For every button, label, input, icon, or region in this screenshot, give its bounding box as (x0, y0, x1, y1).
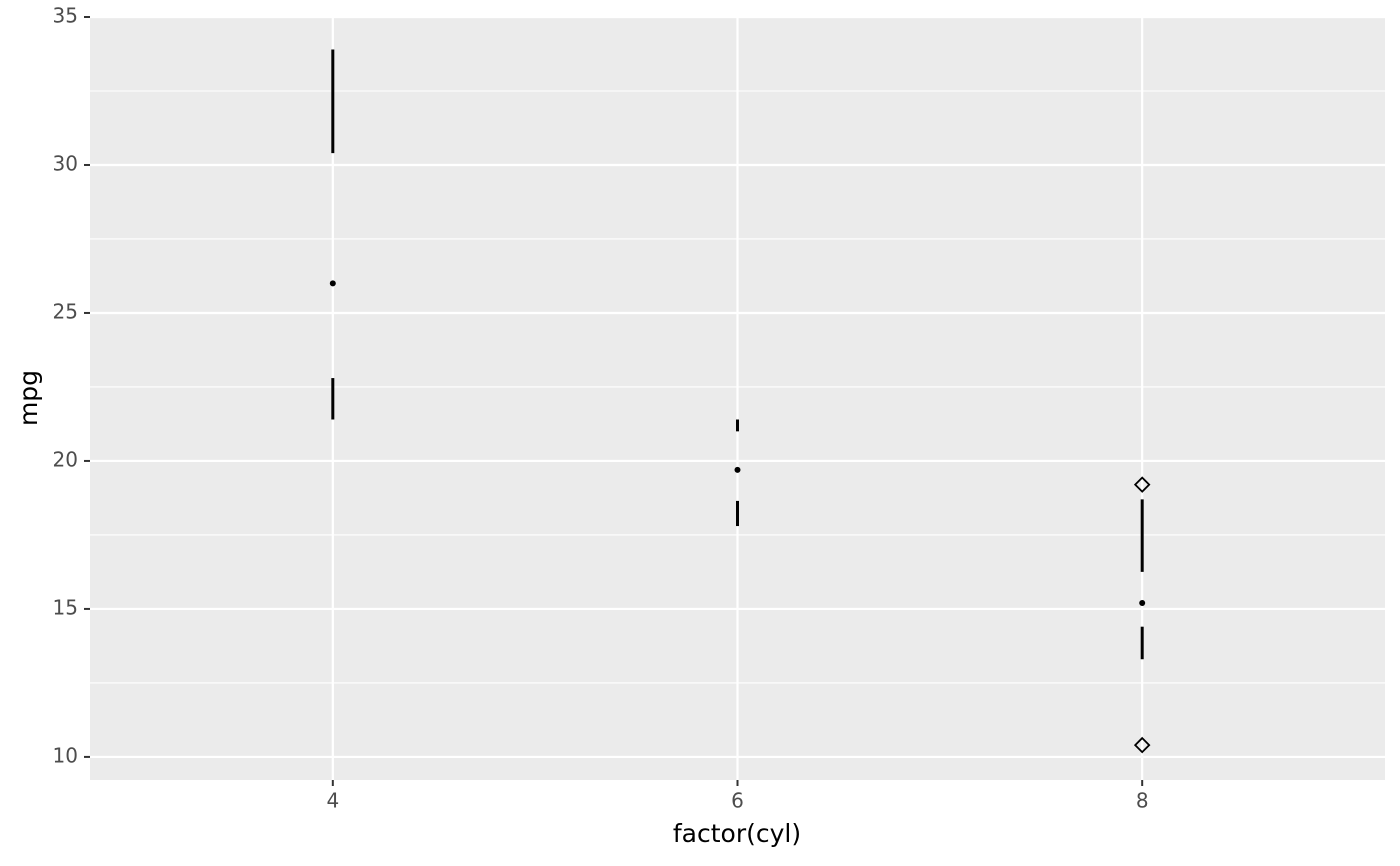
median (329, 280, 336, 287)
x-tick-label: 8 (1136, 789, 1149, 813)
y-tick-label: 25 (53, 299, 78, 323)
x-tick-label: 6 (731, 789, 744, 813)
outlier (1133, 476, 1151, 493)
median (1139, 600, 1146, 607)
y-tick-label: 15 (53, 595, 78, 619)
x-tick-label: 4 (326, 789, 339, 813)
y-tick-label: 30 (53, 151, 78, 175)
y-tick-label: 20 (53, 447, 78, 471)
median (734, 466, 741, 473)
x-axis-title: factor(cyl) (673, 819, 801, 848)
y-tick-label: 10 (53, 743, 78, 767)
marks (329, 49, 1151, 754)
outlier (1133, 736, 1151, 754)
y-tick-label: 35 (53, 4, 78, 28)
grid (90, 15, 1385, 780)
y-axis-title: mpg (14, 370, 43, 426)
